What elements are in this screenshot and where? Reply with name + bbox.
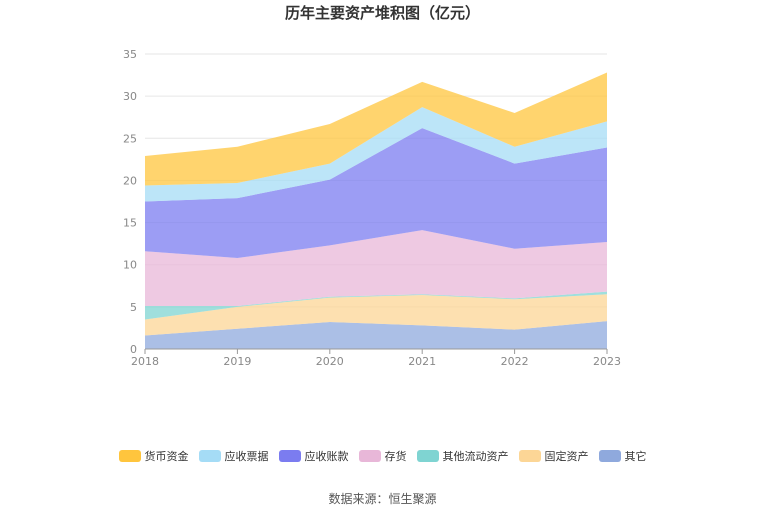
y-tick-label: 20 (123, 174, 137, 187)
legend-item[interactable]: 应收票据 (198, 448, 269, 464)
x-tick-label: 2023 (593, 355, 621, 368)
area-series-1 (145, 294, 607, 336)
legend-swatch (118, 450, 141, 462)
x-tick-label: 2022 (501, 355, 529, 368)
y-tick-label: 25 (123, 132, 137, 145)
x-tick-label: 2018 (131, 355, 159, 368)
chart-title: 历年主要资产堆积图（亿元） (284, 4, 480, 22)
legend-item[interactable]: 其它 (598, 448, 647, 464)
area-series-3 (145, 230, 607, 307)
legend-label: 固定资产 (544, 450, 589, 463)
y-tick-label: 5 (130, 301, 137, 314)
legend-swatch (416, 450, 439, 462)
legend-label: 其它 (624, 450, 647, 463)
x-tick-label: 2019 (223, 355, 251, 368)
y-tick-label: 0 (130, 343, 137, 356)
x-tick-label: 2021 (408, 355, 436, 368)
y-tick-label: 10 (123, 259, 137, 272)
legend-item[interactable]: 其他流动资产 (416, 448, 509, 464)
area-series-6 (145, 72, 607, 186)
area-series-0 (145, 321, 607, 349)
legend: 货币资金 应收票据 应收账款 存货 其他流动资产 固定资产 其它 (0, 448, 765, 464)
legend-item[interactable]: 固定资产 (518, 448, 589, 464)
area-series-5 (145, 107, 607, 202)
legend-item[interactable]: 存货 (358, 448, 407, 464)
y-tick-label: 35 (123, 48, 137, 61)
data-source: 数据来源：恒生聚源 (328, 492, 437, 506)
y-tick-label: 30 (123, 90, 137, 103)
chart-area: 0 5 10 15 20 25 30 35 2018 2019 2020 2021 2022 2023 (123, 48, 621, 368)
legend-label: 货币资金 (144, 450, 189, 463)
legend-label: 其他流动资产 (442, 450, 509, 463)
legend-label: 应收账款 (304, 450, 349, 463)
legend-swatch (198, 450, 221, 462)
x-tick-label: 2020 (316, 355, 344, 368)
legend-item[interactable]: 货币资金 (118, 448, 189, 464)
legend-label: 应收票据 (224, 450, 269, 463)
area-series-4 (145, 128, 607, 258)
legend-swatch (598, 450, 621, 462)
legend-swatch (278, 450, 301, 462)
legend-swatch (518, 450, 541, 462)
legend-item[interactable]: 应收账款 (278, 448, 349, 464)
legend-swatch (358, 450, 381, 462)
y-tick-label: 15 (123, 217, 137, 230)
axes: 0 5 10 15 20 25 30 35 2018 2019 2020 2021 2022 2023 (123, 48, 621, 368)
legend-label: 存货 (384, 450, 407, 463)
series-areas (145, 72, 607, 349)
